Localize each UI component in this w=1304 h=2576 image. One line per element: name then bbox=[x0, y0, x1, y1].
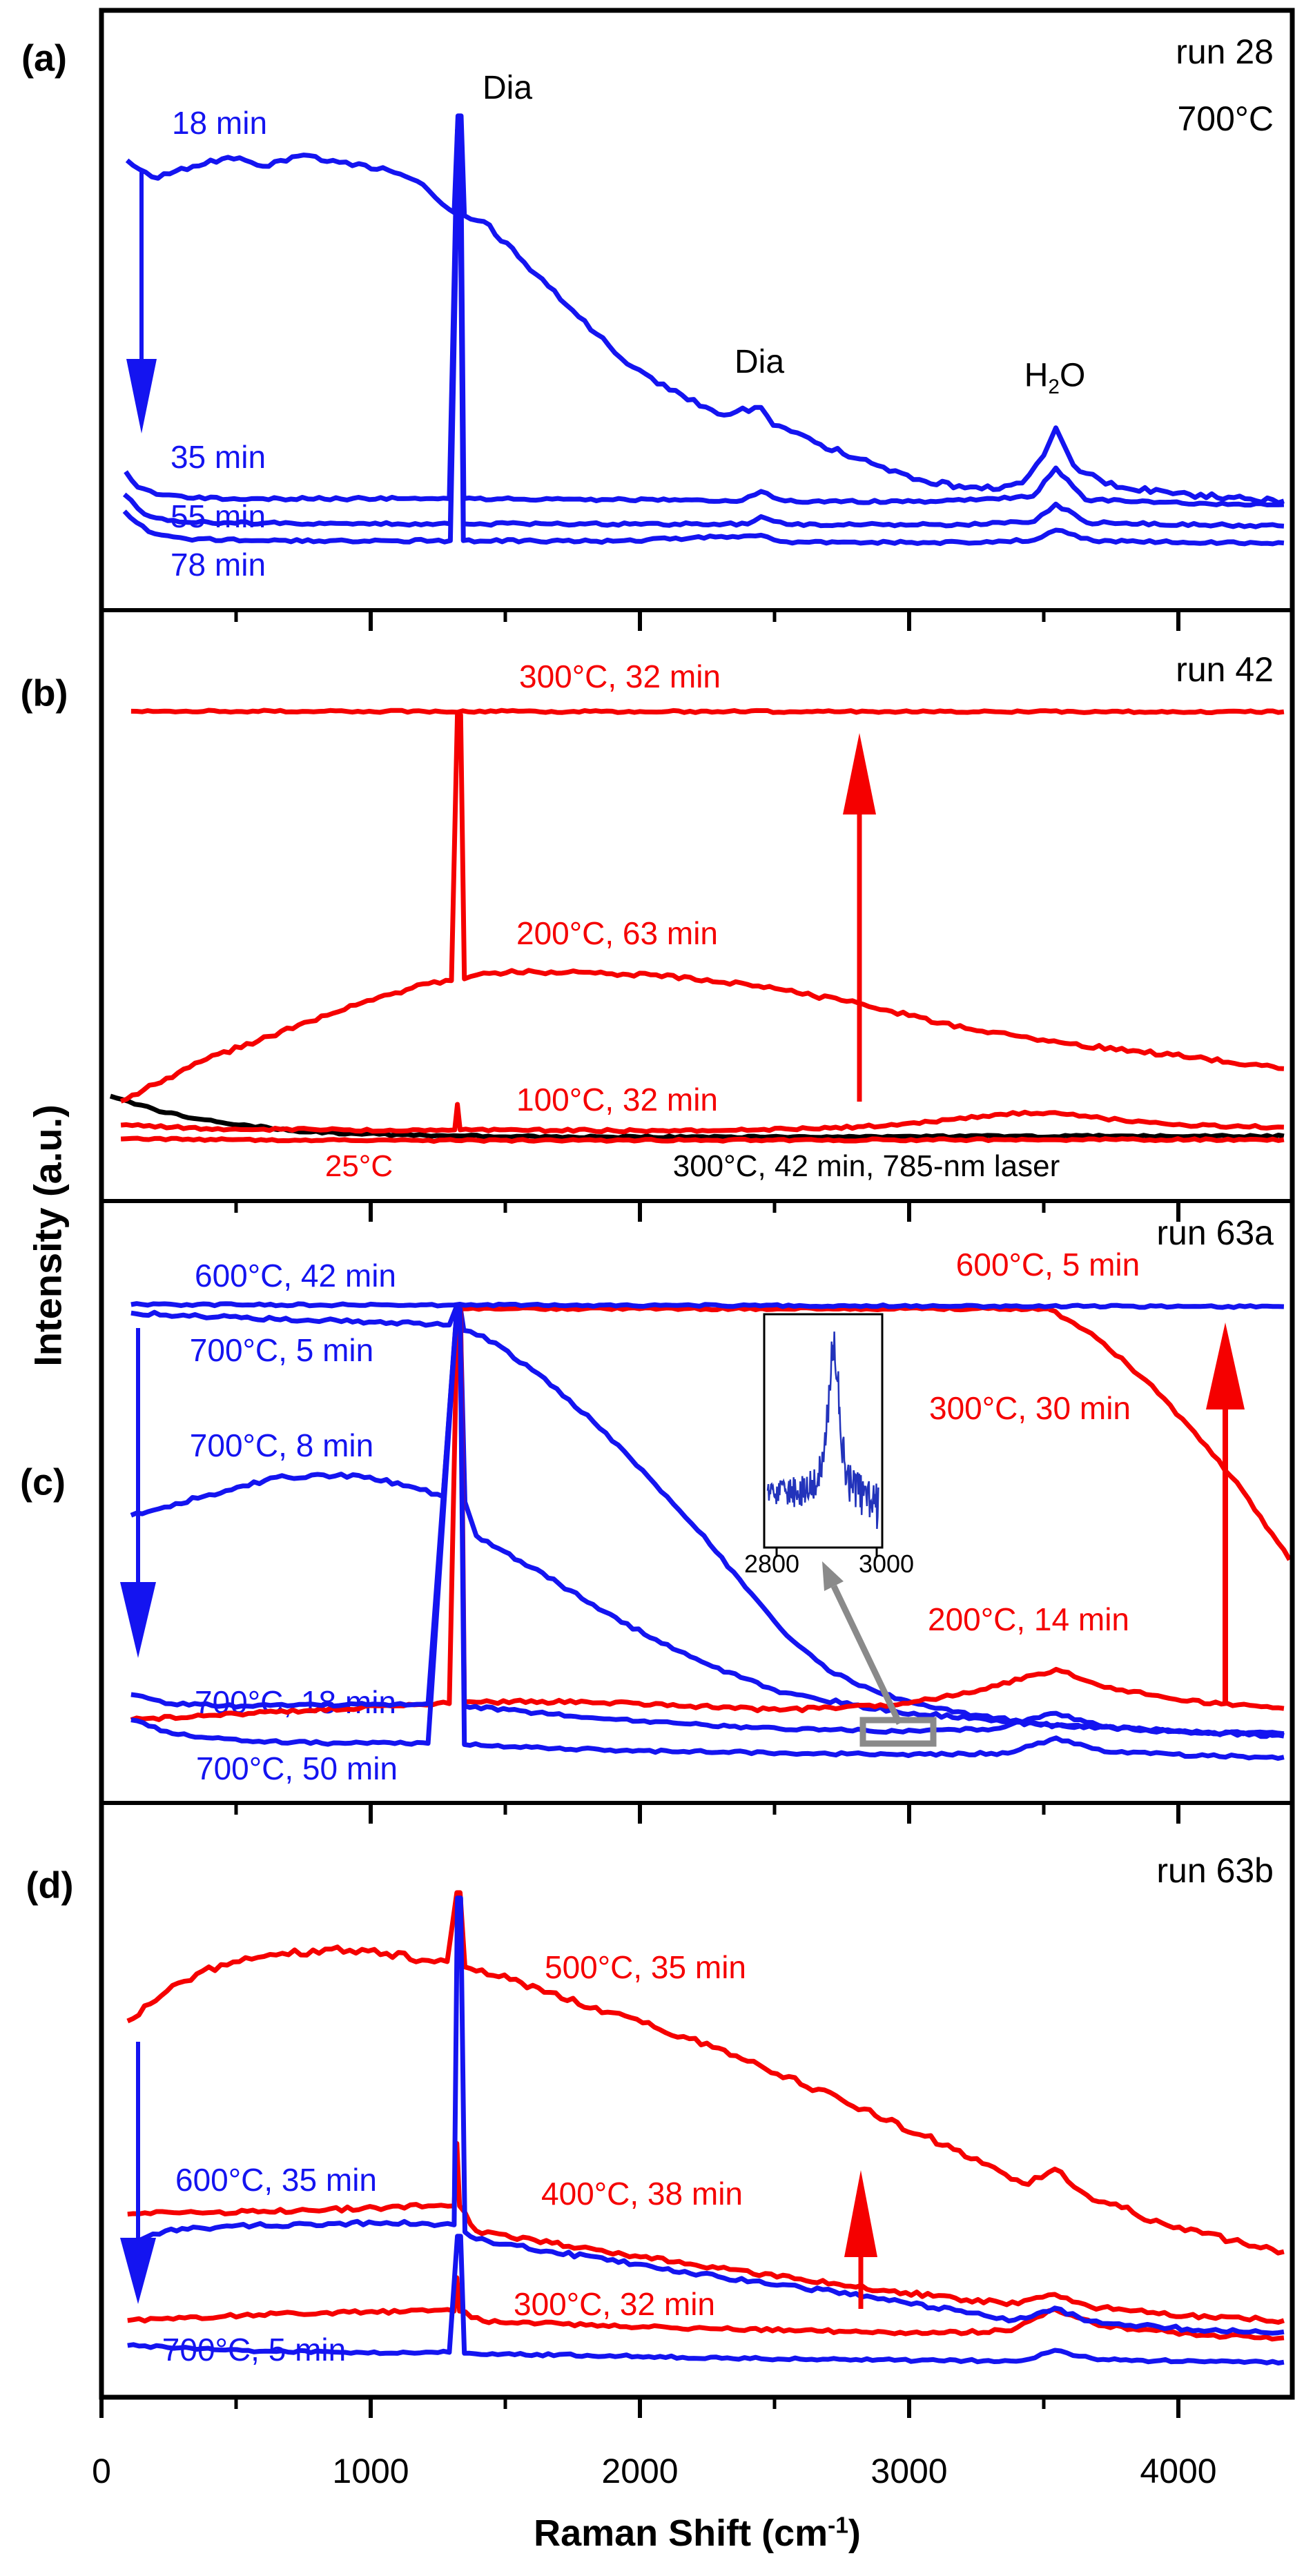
panel-b-tag: (b) bbox=[20, 672, 68, 714]
curve-label-300c-30min: 300°C, 30 min bbox=[929, 1389, 1131, 1426]
peak-label-diamond-1: Dia bbox=[482, 69, 533, 106]
x-tick-label-2000: 2000 bbox=[601, 2451, 679, 2490]
spectrum-curve bbox=[130, 1307, 1285, 1723]
arrow-up-red-panel-b bbox=[843, 733, 876, 1102]
curve-label-100c-32min: 100°C, 32 min bbox=[516, 1081, 718, 1118]
spectrum-curve bbox=[122, 169, 1285, 547]
inset-pointer-arrow-gray bbox=[822, 1561, 903, 1725]
spectrum-curve bbox=[462, 1305, 1049, 1313]
panel-c-run-label: run 63a bbox=[1156, 1213, 1274, 1252]
peak-label-diamond-2: Dia bbox=[734, 343, 785, 380]
ch4-inset bbox=[763, 1313, 937, 1747]
inset-tick-label-3000: 3000 bbox=[858, 1550, 915, 1579]
curve-label-785nm-laser: 300°C, 42 min, 785-nm laser bbox=[672, 1149, 1060, 1183]
x-title-close: ) bbox=[848, 2512, 861, 2554]
peak-label-water: H2O bbox=[1024, 357, 1086, 399]
panel-a-temp-label: 700°C bbox=[1177, 99, 1274, 138]
h2o-h: H bbox=[1024, 357, 1049, 394]
panel-d-run-label: run 63b bbox=[1156, 1851, 1274, 1890]
panel-a-run-label: run 28 bbox=[1176, 32, 1274, 71]
curve-label-78min: 78 min bbox=[170, 546, 266, 583]
curve-label-700c-8min: 700°C, 8 min bbox=[189, 1427, 374, 1463]
x-tick-label-4000: 4000 bbox=[1140, 2451, 1217, 2490]
curve-label-25c: 25°C bbox=[324, 1149, 393, 1183]
inset-peak-label-ch4: CH4 bbox=[800, 1315, 847, 1348]
h2o-o: O bbox=[1059, 357, 1086, 394]
inset-tick-label-2800: 2800 bbox=[743, 1550, 800, 1579]
x-tick-label-1000: 1000 bbox=[332, 2451, 409, 2490]
curve-label-300c-32min: 300°C, 32 min bbox=[519, 658, 721, 694]
arrow-up-red-panel-d bbox=[844, 2170, 877, 2309]
plot-frame bbox=[99, 8, 1295, 2400]
panel-a-tag: (a) bbox=[21, 37, 67, 79]
x-title-main: Raman Shift (cm bbox=[534, 2512, 828, 2554]
spectrum-curve bbox=[130, 1301, 1285, 1310]
y-axis-title: Intensity (a.u.) bbox=[26, 1104, 70, 1367]
spectrum-curve bbox=[124, 128, 1285, 508]
curve-label-600c-35min: 600°C, 35 min bbox=[175, 2161, 377, 2198]
curve-label-700c-5min-c: 700°C, 5 min bbox=[189, 1331, 374, 1368]
arrow-up-red-panel-c bbox=[1206, 1323, 1245, 1705]
x-axis-title: Raman Shift (cm-1) bbox=[534, 2513, 861, 2553]
arrow-down-blue-panel-a bbox=[126, 171, 157, 433]
axis-ticks bbox=[99, 610, 1180, 2418]
time-sequence-arrows bbox=[120, 171, 1245, 2309]
curve-label-18min: 18 min bbox=[171, 104, 268, 141]
panel-b-run-label: run 42 bbox=[1176, 650, 1274, 689]
spectrum-curve bbox=[125, 113, 1285, 505]
sampled-region-box bbox=[859, 1717, 937, 1747]
spectrum-curve bbox=[122, 142, 1285, 529]
curve-label-55min: 55 min bbox=[170, 498, 266, 534]
curve-label-700c-50min: 700°C, 50 min bbox=[196, 1750, 398, 1786]
curve-label-700c-5min-d: 700°C, 5 min bbox=[162, 2331, 347, 2368]
x-tick-label-0: 0 bbox=[92, 2451, 111, 2490]
panel-c-tag: (c) bbox=[20, 1461, 66, 1503]
panel-d-tag: (d) bbox=[26, 1864, 74, 1906]
spectrum-curve bbox=[130, 708, 1285, 715]
spectrum-curve bbox=[130, 1307, 1285, 1737]
curve-label-700c-18min: 700°C, 18 min bbox=[195, 1684, 396, 1720]
curve-label-500c-35min: 500°C, 35 min bbox=[545, 1949, 746, 1985]
spectrum-curve bbox=[130, 1307, 1285, 1739]
ch4-prefix: CH bbox=[800, 1315, 838, 1345]
curve-label-600c-5min: 600°C, 5 min bbox=[955, 1246, 1140, 1282]
spectrum-curve bbox=[120, 712, 1285, 1104]
arrow-down-blue-panel-d bbox=[120, 2042, 156, 2304]
curve-label-400c-38min: 400°C, 38 min bbox=[541, 2175, 743, 2212]
arrow-down-blue-panel-c bbox=[120, 1328, 156, 1658]
curve-label-300c-32min-d: 300°C, 32 min bbox=[514, 2285, 715, 2322]
spectra-curves bbox=[109, 113, 1292, 2365]
curve-label-200c-14min: 200°C, 14 min bbox=[928, 1601, 1129, 1637]
spectrum-curve bbox=[120, 1135, 1285, 1144]
inset-frame bbox=[763, 1313, 884, 1549]
x-title-sup: -1 bbox=[828, 2512, 848, 2539]
spectrum-curve bbox=[130, 1303, 1285, 1739]
curve-label-600c-42min: 600°C, 42 min bbox=[195, 1257, 396, 1294]
x-tick-label-3000: 3000 bbox=[870, 2451, 948, 2490]
curve-label-200c-63min: 200°C, 63 min bbox=[516, 915, 718, 951]
ch4-sub: 4 bbox=[837, 1329, 847, 1348]
inset-ch4-spectrum bbox=[766, 1331, 879, 1530]
h2o-sub: 2 bbox=[1048, 375, 1060, 399]
spectrum-curve bbox=[1048, 1307, 1292, 1561]
curve-label-35min: 35 min bbox=[170, 438, 266, 475]
